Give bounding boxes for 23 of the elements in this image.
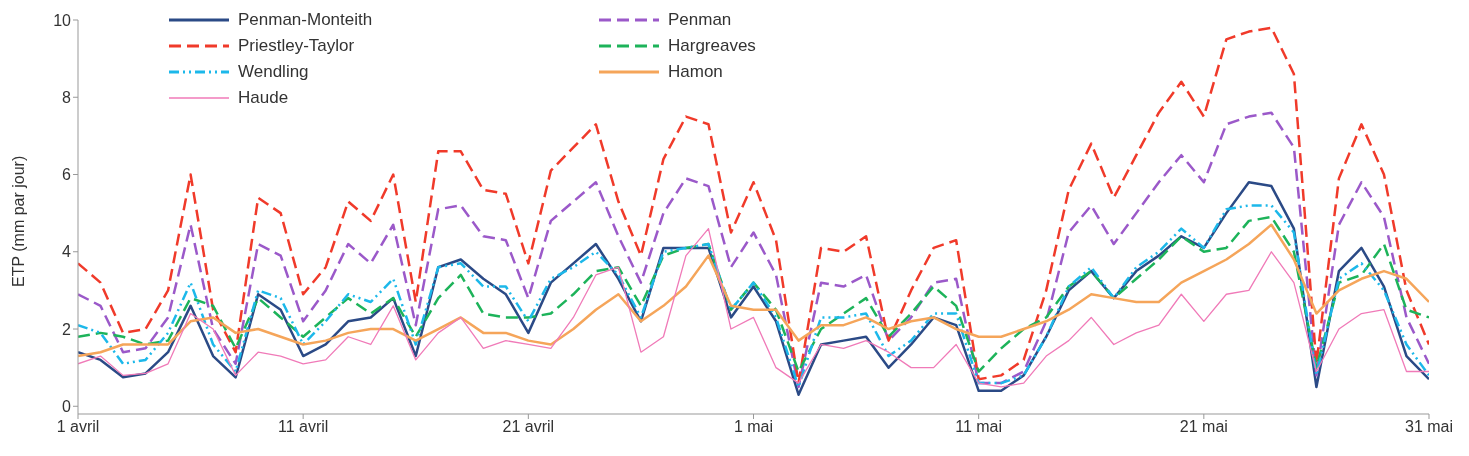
legend-label: Hamon: [668, 62, 723, 82]
y-tick-label: 0: [62, 397, 72, 415]
x-tick-label: 21 mai: [1179, 418, 1228, 436]
y-tick-label: 4: [62, 243, 72, 261]
legend-label: Penman: [668, 10, 732, 30]
y-tick-label: 10: [53, 11, 72, 29]
y-tick-label: 8: [62, 88, 72, 106]
x-tick-label: 1 mai: [733, 418, 774, 436]
legend-label: Hargreaves: [668, 36, 756, 56]
x-tick-label: 11 mai: [955, 418, 1003, 436]
legend-label: Penman-Monteith: [238, 10, 373, 30]
line-series: [78, 26, 1429, 385]
line-series: [78, 111, 1429, 389]
y-axis-title: ETP (mm par jour): [9, 155, 27, 287]
x-tick-label: 11 avril: [277, 418, 329, 436]
x-tick-label: 21 avril: [502, 418, 555, 436]
legend-label: Priestley-Taylor: [238, 36, 355, 56]
y-tick-label: 6: [62, 166, 72, 184]
legend-label: Haude: [238, 88, 289, 108]
y-tick-label: 2: [62, 320, 72, 338]
x-tick-label: 1 avril: [56, 418, 100, 436]
x-tick-label: 31 mai: [1404, 418, 1454, 436]
legend-label: Wendling: [238, 62, 309, 82]
